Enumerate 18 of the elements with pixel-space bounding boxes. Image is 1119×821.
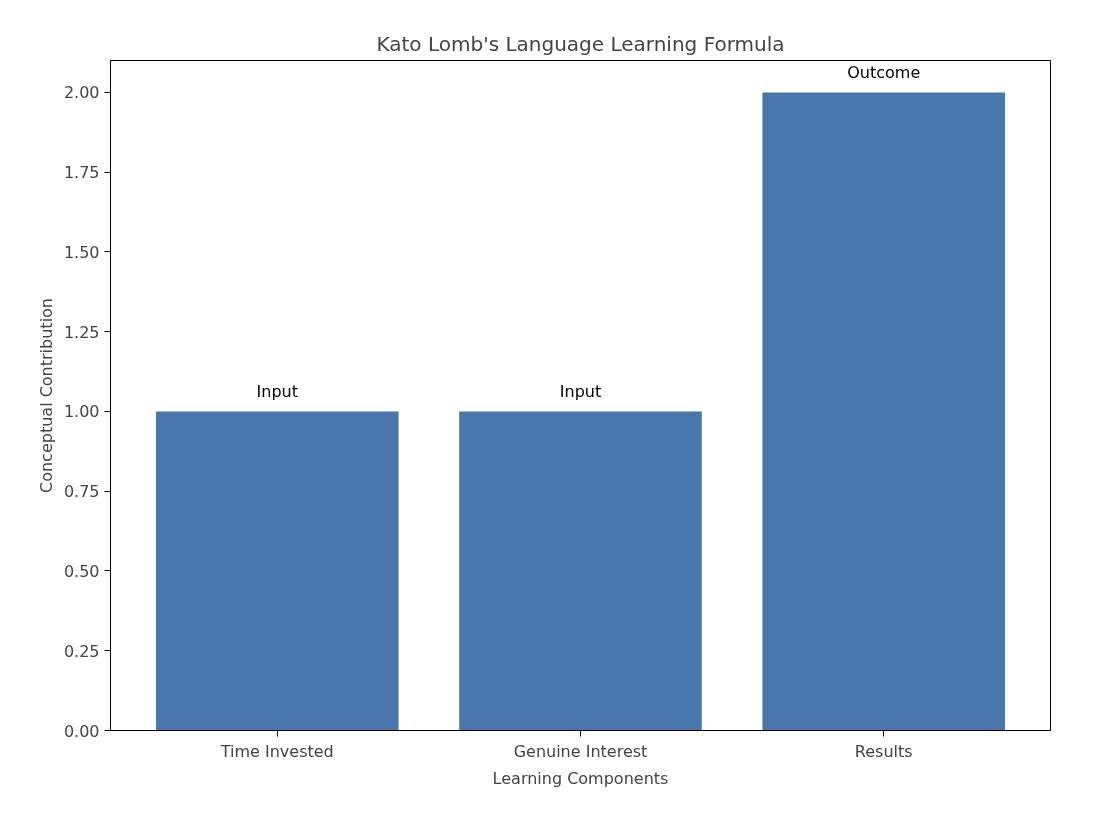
y-tick-label: 1.50 bbox=[63, 242, 100, 262]
y-tick-label: 0.50 bbox=[63, 561, 100, 581]
y-tick-label: 0.00 bbox=[63, 721, 100, 741]
x-axis-title: Learning Components bbox=[492, 768, 669, 788]
y-axis-title: Conceptual Contribution bbox=[36, 298, 56, 493]
y-tick-label: 0.75 bbox=[63, 482, 100, 502]
data-label: Outcome bbox=[847, 63, 921, 83]
x-tick-label: Time Invested bbox=[219, 741, 334, 761]
data-label: Input bbox=[256, 382, 298, 402]
chart-title: Kato Lomb's Language Learning Formula bbox=[376, 31, 785, 56]
x-tick-label: Results bbox=[854, 741, 913, 761]
x-tick-label: Genuine Interest bbox=[513, 741, 648, 761]
y-tick-label: 1.75 bbox=[63, 163, 100, 183]
y-tick-label: 1.25 bbox=[63, 322, 100, 342]
y-tick-label: 1.00 bbox=[63, 402, 100, 422]
y-tick-label: 0.25 bbox=[63, 641, 100, 661]
y-tick-label: 2.00 bbox=[63, 83, 100, 103]
data-label: Input bbox=[559, 382, 602, 402]
